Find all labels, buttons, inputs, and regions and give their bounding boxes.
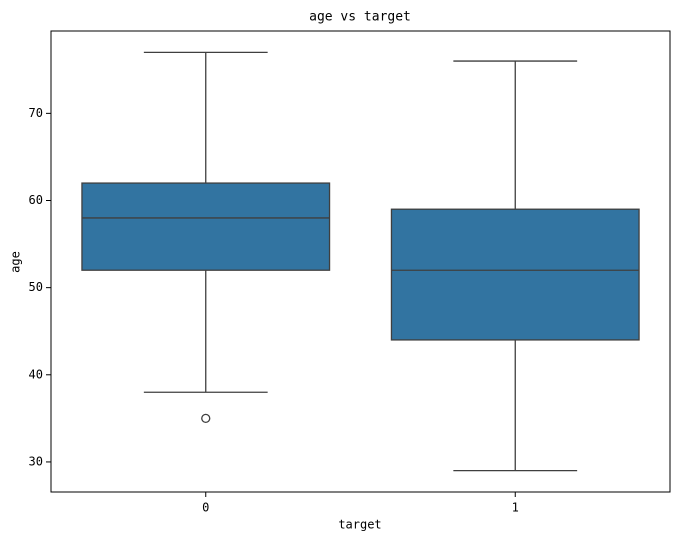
- x-tick-label: 0: [202, 501, 209, 515]
- y-tick-label: 50: [29, 280, 43, 294]
- y-axis-label: age: [9, 251, 23, 273]
- y-tick-label: 60: [29, 193, 43, 207]
- plot-frame: [50, 30, 671, 493]
- y-tick-label: 70: [29, 106, 43, 120]
- y-tick-label: 30: [29, 454, 43, 468]
- x-tick-label: 1: [512, 501, 519, 515]
- y-tick-label: 40: [29, 367, 43, 381]
- box: [81, 182, 331, 271]
- chart-title: age vs target: [309, 10, 411, 25]
- flier: [201, 413, 211, 424]
- x-axis-label: target: [338, 518, 381, 532]
- box: [390, 208, 640, 341]
